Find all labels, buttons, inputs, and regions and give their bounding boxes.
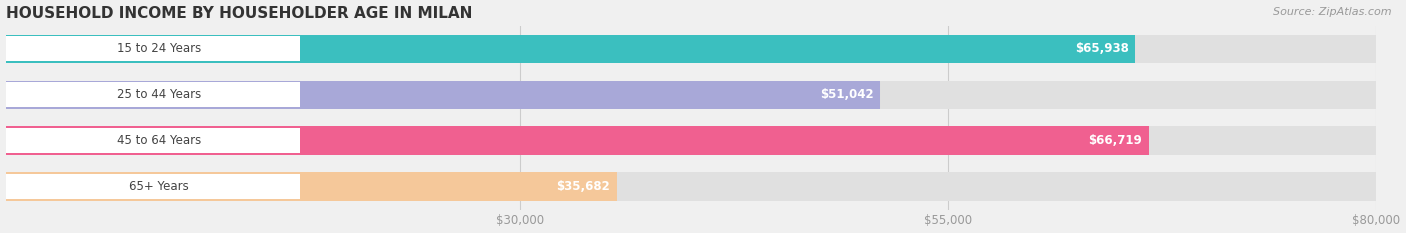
Bar: [6, 172, 617, 201]
Text: 65+ Years: 65+ Years: [129, 180, 188, 193]
Bar: [6, 35, 1376, 63]
Text: 25 to 44 Years: 25 to 44 Years: [117, 88, 201, 101]
Bar: [6, 128, 301, 153]
Text: $66,719: $66,719: [1088, 134, 1142, 147]
Bar: [6, 81, 880, 109]
Bar: [6, 127, 1149, 155]
Text: $51,042: $51,042: [820, 88, 873, 101]
Text: 15 to 24 Years: 15 to 24 Years: [117, 42, 201, 55]
Text: Source: ZipAtlas.com: Source: ZipAtlas.com: [1274, 7, 1392, 17]
Text: $65,938: $65,938: [1074, 42, 1129, 55]
Bar: [6, 82, 301, 107]
Text: $35,682: $35,682: [557, 180, 610, 193]
Bar: [6, 174, 301, 199]
Bar: [6, 81, 1376, 109]
Bar: [6, 36, 301, 61]
Bar: [6, 172, 1376, 201]
Bar: [6, 35, 1136, 63]
Bar: [6, 127, 1376, 155]
Text: HOUSEHOLD INCOME BY HOUSEHOLDER AGE IN MILAN: HOUSEHOLD INCOME BY HOUSEHOLDER AGE IN M…: [6, 6, 472, 21]
Text: 45 to 64 Years: 45 to 64 Years: [117, 134, 201, 147]
